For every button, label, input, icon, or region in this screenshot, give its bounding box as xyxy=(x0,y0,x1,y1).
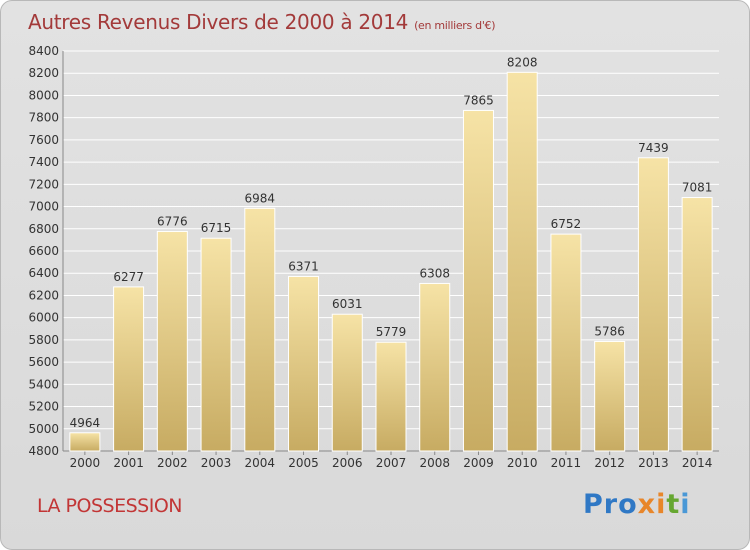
y-tick-label: 6600 xyxy=(28,244,59,258)
y-tick-labels: 4800 5000 5200 5400 5600 5800 6000 6200 6400 6600… xyxy=(28,44,59,458)
y-tick-label: 7200 xyxy=(28,177,59,191)
data-label: 6371 xyxy=(288,259,319,273)
x-tick-label: 2006 xyxy=(332,456,363,470)
bar xyxy=(550,233,582,452)
data-label: 6715 xyxy=(201,221,232,235)
data-label: 5779 xyxy=(376,325,407,339)
y-tick-label: 7800 xyxy=(28,111,59,125)
data-label: 4964 xyxy=(70,416,101,430)
data-label: 7865 xyxy=(463,93,494,107)
bars xyxy=(69,71,713,452)
y-tick-label: 7000 xyxy=(28,200,59,214)
x-tick-label: 2014 xyxy=(682,456,713,470)
y-tick-label: 5200 xyxy=(28,400,59,414)
bar xyxy=(288,275,320,452)
y-tick-label: 5800 xyxy=(28,333,59,347)
data-label: 6984 xyxy=(245,191,276,205)
logo-part-4: t xyxy=(666,489,681,520)
bar xyxy=(200,237,232,452)
y-tick-label: 5600 xyxy=(28,355,59,369)
x-tick-label: 2001 xyxy=(113,456,144,470)
logo-part-2: x xyxy=(637,489,657,520)
x-tick-label: 2005 xyxy=(288,456,319,470)
logo-part-1: Pro xyxy=(583,489,638,520)
bar xyxy=(69,432,101,452)
bar xyxy=(244,207,276,452)
bar xyxy=(462,109,494,452)
bar xyxy=(375,341,407,452)
bar xyxy=(637,157,669,452)
bar xyxy=(156,230,188,452)
data-label: 7081 xyxy=(682,181,713,195)
y-tick-label: 8000 xyxy=(28,88,59,102)
data-labels: 4964 6277 6776 6715 6984 6371 6031 5779 6308 7865… xyxy=(70,55,713,429)
x-tick-label: 2011 xyxy=(551,456,582,470)
chart-title-unit: (en milliers d'€) xyxy=(414,19,496,32)
y-tick-label: 8200 xyxy=(28,66,59,80)
bar xyxy=(419,282,451,452)
y-tick-label: 6200 xyxy=(28,288,59,302)
y-tick-label: 6000 xyxy=(28,311,59,325)
data-label: 6776 xyxy=(157,214,188,228)
bar xyxy=(506,71,538,452)
x-tick-label: 2012 xyxy=(594,456,625,470)
data-label: 6031 xyxy=(332,297,363,311)
x-tick-label: 2013 xyxy=(638,456,669,470)
x-tick-label: 2002 xyxy=(157,456,188,470)
x-tick-label: 2007 xyxy=(376,456,407,470)
data-label: 8208 xyxy=(507,55,538,69)
logo-part-3: i xyxy=(656,489,667,520)
y-tick-label: 5000 xyxy=(28,422,59,436)
y-tick-label: 7400 xyxy=(28,155,59,169)
y-tick-label: 4800 xyxy=(28,444,59,458)
chart-title-main: Autres Revenus Divers de 2000 à 2014 xyxy=(28,10,409,34)
location-label: LA POSSESSION xyxy=(37,495,183,517)
data-label: 6308 xyxy=(419,266,450,280)
x-tick-label: 2009 xyxy=(463,456,494,470)
x-tick-labels: 2000 2001 2002 2003 2004 2005 2006 2007 2008 2009… xyxy=(70,456,713,470)
bar xyxy=(594,340,626,452)
data-label: 7439 xyxy=(638,141,669,155)
bar xyxy=(113,286,145,452)
bar xyxy=(681,197,713,452)
data-label: 6752 xyxy=(551,217,582,231)
y-tick-label: 7600 xyxy=(28,133,59,147)
data-label: 6277 xyxy=(113,270,144,284)
x-tick-label: 2003 xyxy=(201,456,232,470)
y-tick-label: 8400 xyxy=(28,44,59,58)
x-tick-label: 2010 xyxy=(507,456,538,470)
data-label: 5786 xyxy=(594,324,625,338)
bar xyxy=(331,313,363,452)
y-tick-label: 5400 xyxy=(28,377,59,391)
chart-title: Autres Revenus Divers de 2000 à 2014 (en … xyxy=(28,10,496,34)
y-tick-label: 6800 xyxy=(28,222,59,236)
x-tick-label: 2004 xyxy=(245,456,276,470)
x-tick-label: 2000 xyxy=(70,456,101,470)
proxiti-logo[interactable]: Proxiti xyxy=(583,489,691,520)
y-tick-label: 6400 xyxy=(28,266,59,280)
x-tick-label: 2008 xyxy=(419,456,450,470)
logo-part-5: i xyxy=(680,489,691,520)
